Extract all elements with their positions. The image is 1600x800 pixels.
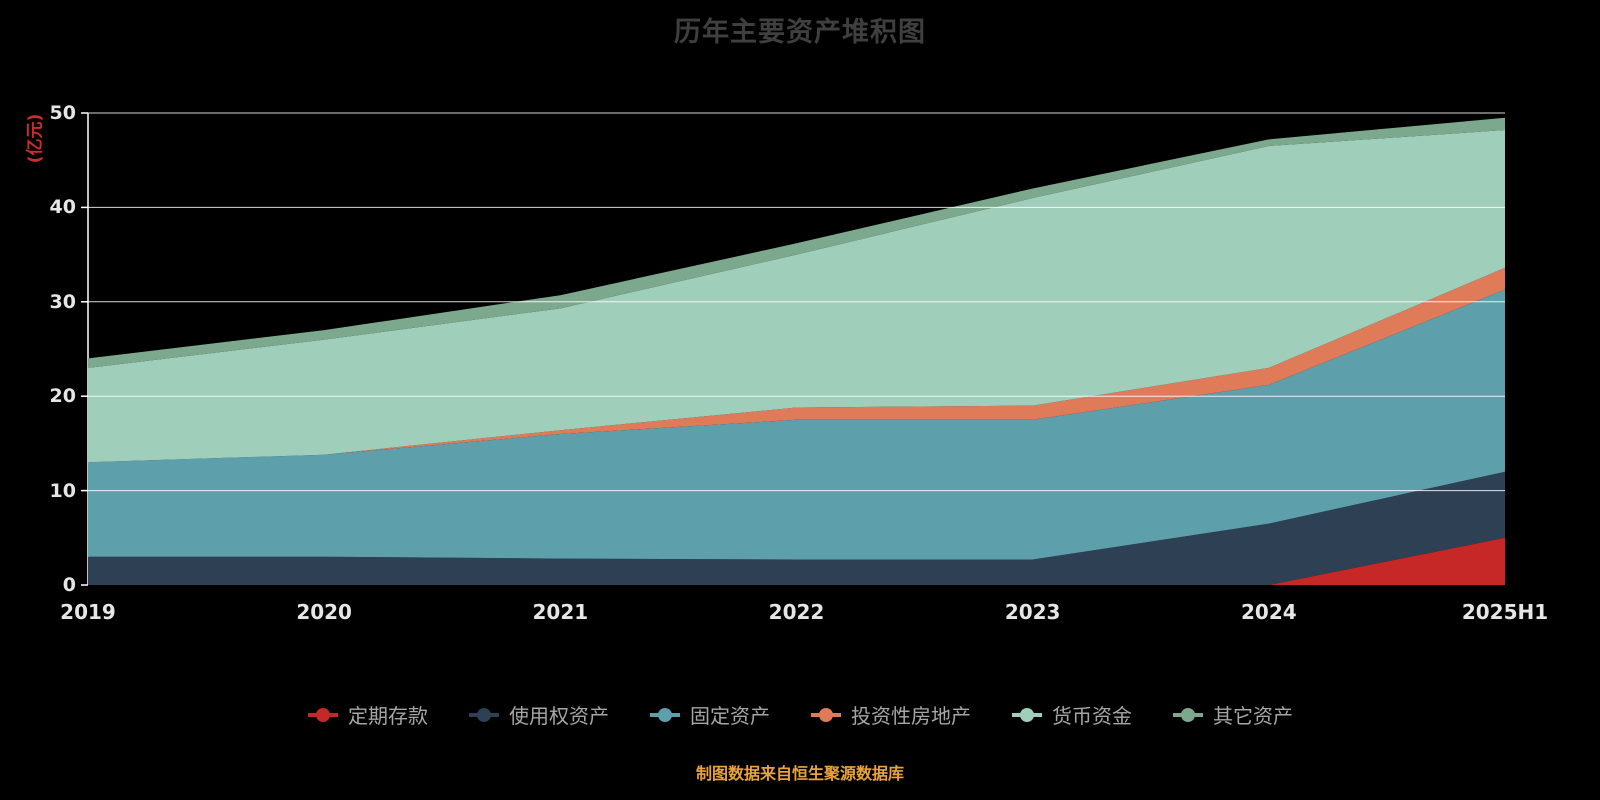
chart-title: 历年主要资产堆积图 (674, 17, 926, 48)
legend-item[interactable]: 投资性房地产 (810, 700, 971, 729)
legend-label: 其它资产 (1213, 704, 1293, 728)
legend-item[interactable]: 其它资产 (1172, 700, 1293, 729)
y-axis-tick-label: 20 (49, 385, 76, 408)
x-axis-tick-label: 2023 (1004, 600, 1061, 624)
legend-marker-icon (811, 707, 841, 722)
legend-marker-icon (308, 707, 338, 722)
x-axis-tick-label: 2019 (60, 600, 116, 624)
legend-label: 使用权资产 (509, 704, 609, 728)
y-axis-tick-label: 30 (49, 290, 76, 313)
legend-item[interactable]: 固定资产 (649, 700, 770, 729)
legend-item[interactable]: 货币资金 (1011, 700, 1132, 729)
y-axis-tick-label: 40 (49, 196, 76, 219)
legend-label: 固定资产 (690, 704, 770, 728)
y-axis-unit-label: (亿元) (25, 113, 46, 164)
x-axis-tick-label: 2021 (532, 600, 589, 624)
legend-marker-icon (1173, 707, 1203, 722)
y-axis-tick-label: 0 (62, 574, 76, 596)
area-series (88, 537, 1505, 585)
legend-marker-icon (1012, 707, 1042, 722)
legend-marker-icon (469, 707, 499, 722)
legend-marker-icon (650, 707, 680, 722)
x-axis-tick-label: 2025H1 (1461, 600, 1549, 624)
area-series (88, 289, 1505, 560)
y-axis-tick-label: 50 (49, 102, 76, 124)
x-axis-tick-label: 2024 (1240, 600, 1297, 624)
legend-label: 货币资金 (1052, 704, 1132, 728)
legend-item[interactable]: 定期存款 (307, 700, 428, 729)
legend-item[interactable]: 使用权资产 (468, 700, 609, 729)
y-axis-tick-label: 10 (49, 479, 76, 502)
data-source-note: 制图数据来自恒生聚源数据库 (695, 764, 904, 783)
area-series (88, 117, 1505, 368)
legend-label: 定期存款 (348, 704, 428, 728)
x-axis-tick-label: 2022 (768, 600, 825, 624)
area-series (88, 130, 1505, 463)
x-axis-tick-label: 2020 (296, 600, 352, 624)
legend-label: 投资性房地产 (851, 704, 971, 728)
chart-legend: 定期存款 使用权资产 固定资产 投资性房地产 货币资金 其它资产 (0, 700, 1600, 729)
area-series (88, 471, 1505, 585)
